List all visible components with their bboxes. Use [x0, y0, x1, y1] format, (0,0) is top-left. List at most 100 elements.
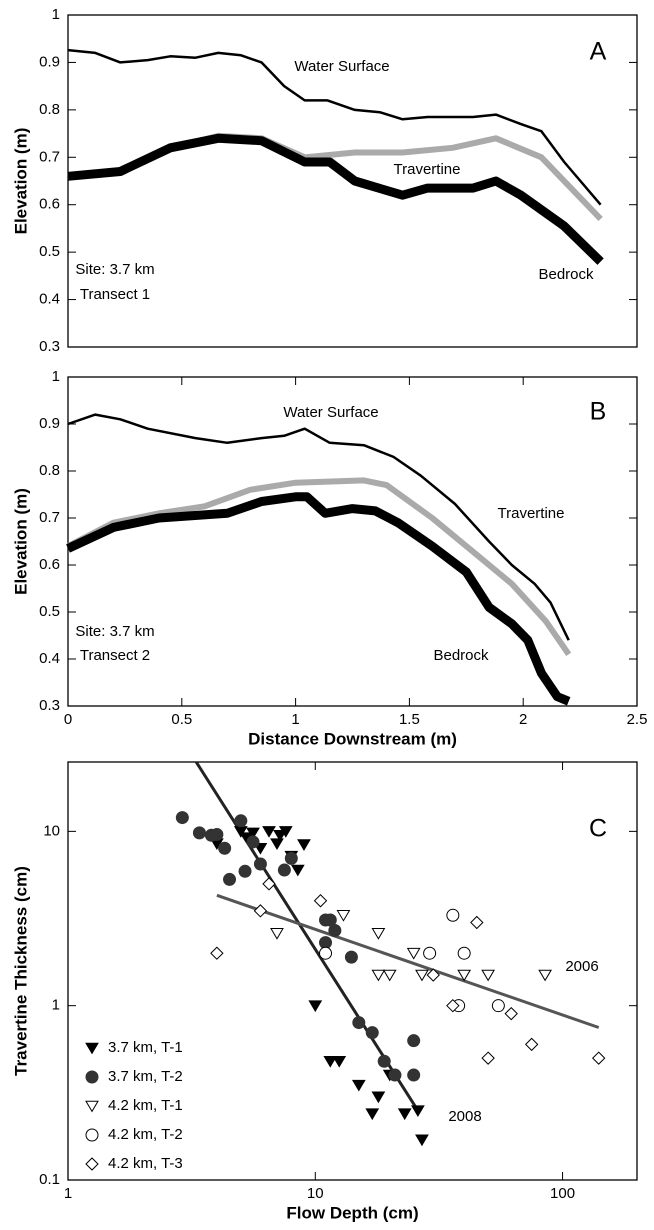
y-tick-label: 0.9: [39, 53, 60, 70]
y-axis-label: Elevation (m): [11, 128, 30, 235]
point: [411, 1105, 425, 1118]
point: [284, 851, 298, 865]
point: [253, 904, 268, 918]
point: [218, 841, 232, 855]
fit-line: [194, 761, 420, 1112]
annotation: Site: 3.7 km: [75, 261, 154, 278]
series-line: [67, 133, 604, 265]
y-tick-label: 0.1: [39, 1171, 60, 1188]
point: [415, 1134, 429, 1147]
annotation: Transect 2: [80, 647, 150, 664]
point: [538, 969, 552, 982]
point: [352, 1016, 366, 1030]
legend-label: 4.2 km, T-2: [108, 1126, 183, 1143]
y-axis-label: Travertine Thickness (cm): [11, 866, 30, 1076]
point: [481, 969, 495, 982]
x-tick-label: 0: [64, 711, 72, 728]
point: [336, 909, 351, 922]
y-tick-label: 0.7: [39, 148, 60, 165]
point: [297, 839, 311, 851]
point: [290, 864, 305, 877]
point: [371, 928, 386, 940]
y-tick-label: 0.4: [39, 291, 60, 308]
fit-label: 2008: [448, 1108, 481, 1125]
series-line: [67, 48, 602, 206]
point: [278, 826, 293, 838]
point: [277, 863, 291, 877]
annotation: B: [590, 398, 607, 426]
y-tick-label: 1: [52, 997, 60, 1014]
point: [446, 998, 460, 1013]
x-tick-label: 100: [550, 1185, 575, 1202]
point: [328, 923, 342, 937]
legend-marker: [85, 1042, 99, 1055]
x-tick-label: 2: [519, 711, 527, 728]
y-tick-label: 0.3: [39, 697, 60, 714]
y-tick-label: 1: [52, 368, 60, 385]
point: [210, 946, 224, 960]
point: [406, 947, 421, 960]
plot-frame: [67, 761, 638, 1181]
point: [377, 1054, 391, 1068]
legend-label: 3.7 km, T-2: [108, 1068, 183, 1085]
legend-label: 4.2 km, T-3: [108, 1155, 183, 1172]
legend-label: 4.2 km, T-1: [108, 1097, 183, 1114]
y-tick-label: 0.5: [39, 603, 60, 620]
series-line: [66, 492, 571, 706]
plot-frame: [67, 14, 638, 348]
point: [223, 872, 237, 886]
x-tick-label: 0.5: [171, 711, 192, 728]
series-line: [67, 132, 603, 221]
point: [423, 946, 437, 960]
point: [323, 1055, 338, 1068]
y-tick-label: 0.8: [39, 462, 60, 479]
annotation: Transect 1: [80, 286, 150, 303]
annotation: Travertine: [498, 505, 565, 522]
annotation: Site: 3.7 km: [75, 623, 154, 640]
annotation: Water Surface: [283, 404, 378, 421]
legend-marker: [85, 1128, 99, 1142]
point: [246, 827, 260, 840]
x-tick-label: 1.5: [399, 711, 420, 728]
y-tick-label: 0.5: [39, 243, 60, 260]
point: [175, 811, 189, 825]
point: [470, 915, 484, 930]
point: [210, 827, 224, 841]
point: [273, 829, 287, 842]
point: [332, 1055, 347, 1068]
x-tick-label: 2.5: [627, 711, 648, 728]
legend-marker: [85, 1100, 99, 1113]
point: [344, 950, 358, 964]
x-tick-label: 1: [291, 711, 299, 728]
series-line: [66, 477, 572, 657]
point: [308, 1000, 323, 1013]
plot-frame: [67, 376, 638, 707]
annotation: Bedrock: [538, 266, 594, 283]
y-tick-label: 0.7: [39, 509, 60, 526]
annotation: Water Surface: [294, 58, 389, 75]
point: [397, 1108, 412, 1121]
x-tick-label: 1: [64, 1185, 72, 1202]
annotation: A: [590, 38, 607, 66]
point: [457, 969, 472, 982]
point: [313, 894, 328, 908]
y-tick-label: 1: [52, 6, 60, 23]
legend-marker: [85, 1070, 99, 1084]
y-tick-label: 0.6: [39, 196, 60, 213]
point: [504, 1006, 518, 1021]
x-axis-label: Flow Depth (cm): [286, 1203, 418, 1222]
point: [415, 969, 429, 982]
fit-line: [216, 893, 600, 1029]
point: [481, 1051, 495, 1065]
point: [365, 1026, 379, 1040]
point: [262, 826, 276, 838]
point: [319, 946, 333, 960]
point: [371, 1091, 386, 1104]
point: [270, 838, 284, 851]
point: [246, 835, 260, 849]
point: [382, 969, 397, 982]
y-tick-label: 0.9: [39, 415, 60, 432]
point: [457, 946, 471, 960]
